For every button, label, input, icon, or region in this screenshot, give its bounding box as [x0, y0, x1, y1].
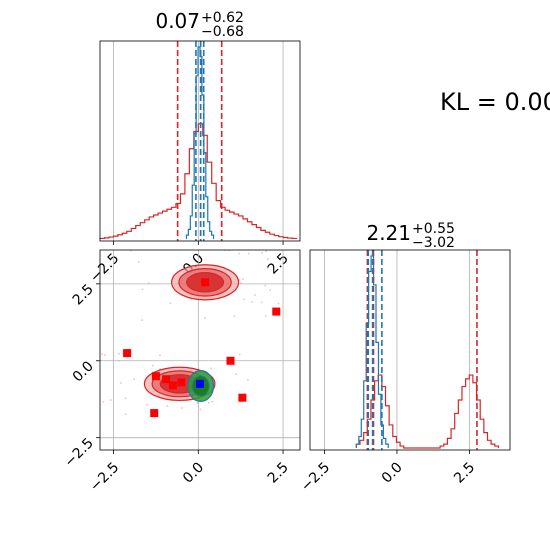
joint-sample-point — [133, 378, 136, 381]
joint-sample-point — [265, 250, 268, 253]
joint-sample-point — [246, 378, 249, 381]
joint-sample-point — [117, 352, 120, 355]
joint-sample-point — [261, 251, 263, 254]
joint-sample-point — [166, 405, 169, 407]
joint-sample-point — [159, 354, 161, 357]
joint-sample-point — [124, 413, 127, 416]
joint-x-tick-label-2: 2.5 — [265, 460, 292, 487]
joint-sample-point — [266, 258, 269, 260]
joint-sample-point — [199, 408, 202, 411]
joint-sample-point — [109, 399, 112, 402]
x-marginal-title-sup: +0.62 — [201, 10, 244, 26]
y-marginal-tick-label-1: 0.0 — [379, 460, 406, 487]
joint-sample-point — [141, 288, 144, 291]
joint-sample-point — [233, 315, 236, 318]
joint-sample-point — [238, 353, 241, 356]
joint-sample-point — [254, 294, 256, 296]
joint-sample-point — [152, 364, 154, 367]
x-marginal-panel: −2.5 0.0 2.5 0.07 +0.62 −0.68 — [87, 9, 301, 286]
joint-y-tick-label-0: −2.5 — [61, 435, 96, 470]
joint-red-marker-1 — [272, 307, 281, 316]
joint-x-tick-label-0: −2.5 — [87, 460, 122, 495]
joint-sample-point — [238, 252, 240, 255]
joint-sample-point — [141, 319, 144, 322]
joint-red-marker-4 — [151, 372, 160, 381]
x-marginal-tick-label-2: 2.5 — [265, 251, 292, 278]
y-marginal-panel: −2.5 0.0 2.5 2.21 +0.55 −3.02 — [298, 221, 511, 495]
joint-sample-point — [158, 246, 160, 248]
joint-red-marker-9 — [150, 409, 159, 418]
y-marginal-title-value: 2.21 — [366, 221, 411, 245]
joint-sample-point — [119, 382, 122, 384]
joint-red-marker-3 — [226, 356, 235, 365]
x-marginal-tick-label-0: −2.5 — [87, 251, 122, 286]
y-marginal-frame — [309, 249, 511, 451]
joint-sample-point — [247, 252, 250, 255]
joint-y-tick-label-1: 0.0 — [70, 358, 97, 385]
joint-sample-point — [118, 359, 120, 362]
joint-sample-point — [210, 367, 212, 370]
joint-sample-point — [124, 397, 127, 400]
joint-sample-point — [242, 298, 245, 301]
joint-sample-point — [203, 316, 206, 319]
y-marginal-tick-label-2: 2.5 — [451, 460, 478, 487]
joint-sample-point — [264, 284, 267, 287]
joint-red-marker-2 — [123, 349, 132, 358]
x-marginal-title-value: 0.07 — [155, 9, 200, 33]
joint-sample-point — [241, 278, 244, 280]
joint-sample-point — [251, 301, 253, 303]
kl-annotation: KL = 0.00 — [440, 88, 550, 116]
joint-blue-marker — [196, 379, 204, 388]
joint-sample-point — [137, 260, 140, 263]
joint-red-marker-8 — [238, 393, 247, 402]
joint-sample-point — [277, 302, 280, 305]
joint-sample-point — [102, 401, 105, 403]
joint-red-marker-0 — [201, 278, 210, 287]
joint-sample-point — [211, 400, 214, 403]
x-marginal-frame — [99, 40, 301, 242]
joint-sample-point — [269, 289, 272, 292]
joint-sample-point — [145, 403, 148, 406]
y-marginal-title-sub: −3.02 — [412, 235, 455, 251]
y-marginal-hist-red — [355, 374, 500, 449]
joint-red-marker-6 — [168, 381, 177, 390]
joint-sample-point — [147, 282, 150, 285]
joint-red-marker-5 — [162, 375, 171, 384]
joint-sample-point — [266, 267, 269, 269]
joint-sample-point — [169, 302, 172, 305]
x-marginal-title-sub: −0.68 — [201, 24, 244, 40]
joint-sample-point — [104, 354, 106, 356]
y-marginal-title-sup: +0.55 — [412, 221, 455, 237]
joint-sample-point — [239, 282, 242, 285]
x-marginal-hist-red — [99, 123, 298, 240]
joint-sample-point — [208, 401, 210, 404]
joint-sample-point — [101, 353, 104, 356]
joint-sample-point — [264, 315, 267, 318]
joint-sample-point — [196, 402, 199, 405]
joint-red-marker-7 — [177, 378, 186, 387]
joint-y-tick-label-2: 2.5 — [70, 281, 97, 308]
joint-sample-point — [181, 407, 183, 409]
joint-x-tick-label-1: 0.0 — [180, 460, 207, 487]
y-marginal-tick-label-0: −2.5 — [298, 460, 333, 495]
joint-sample-point — [235, 373, 238, 376]
joint-frame — [99, 249, 301, 451]
joint-sample-point — [260, 301, 263, 304]
